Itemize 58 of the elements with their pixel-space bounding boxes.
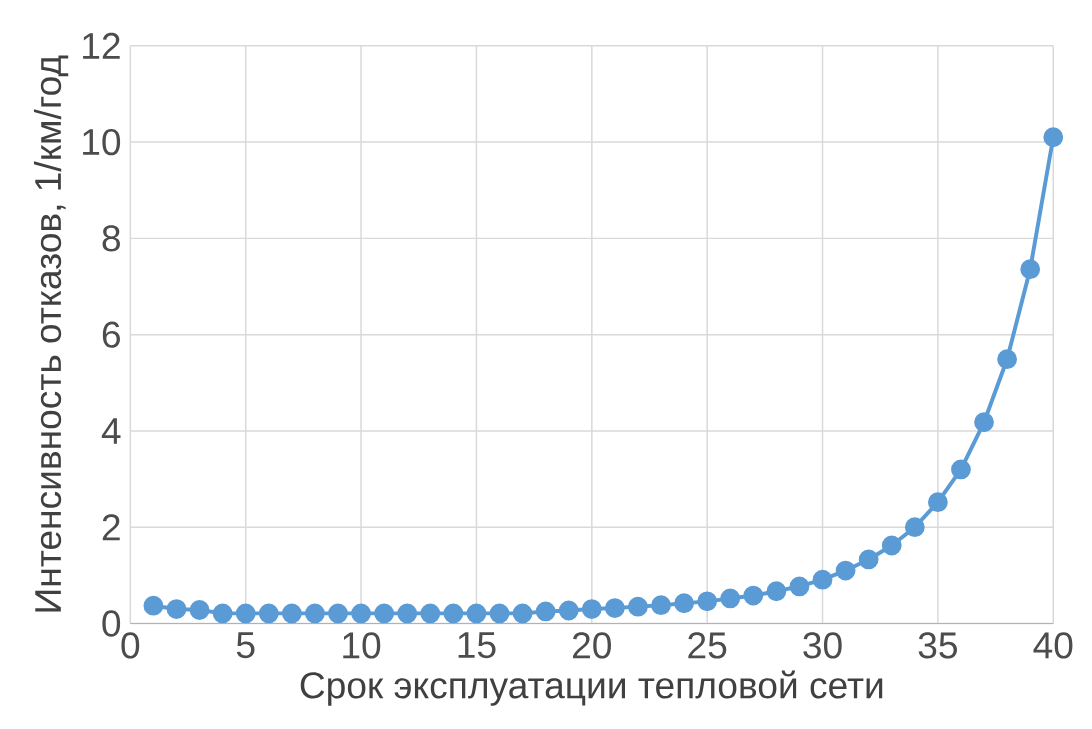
point	[720, 588, 741, 609]
point	[166, 599, 187, 619]
point	[212, 603, 233, 624]
point	[927, 492, 948, 513]
point	[997, 349, 1018, 370]
y-tick-label: 10	[83, 128, 121, 156]
point	[489, 603, 510, 624]
x-tick-label: 20	[573, 632, 611, 659]
point	[351, 603, 371, 624]
point	[766, 581, 787, 602]
point	[466, 603, 487, 624]
point	[881, 535, 902, 556]
y-tick-label: 6	[102, 321, 120, 348]
point	[1043, 127, 1064, 148]
y-tick-label: 4	[101, 418, 121, 444]
y-axis-title: Интенсивность отказов, 1/км/год	[33, 55, 69, 612]
point	[581, 599, 602, 619]
point	[974, 412, 994, 433]
y-tick-label: 8	[102, 225, 120, 252]
point	[674, 593, 694, 614]
x-tick-label: 35	[918, 632, 957, 659]
point	[328, 603, 348, 624]
point	[512, 603, 533, 624]
point	[374, 603, 395, 624]
x-tick-label: 30	[803, 632, 842, 659]
point	[743, 585, 764, 606]
point	[1020, 259, 1041, 279]
point	[258, 603, 279, 624]
point	[904, 517, 925, 538]
point	[397, 603, 418, 624]
point	[443, 603, 464, 624]
y-tick-label: 0	[102, 610, 121, 637]
point	[535, 601, 556, 622]
y-tick-label: 12	[83, 32, 120, 59]
point	[420, 603, 441, 624]
y-tick-label: 2	[102, 514, 120, 541]
point	[858, 549, 879, 570]
point	[281, 603, 302, 624]
point	[697, 591, 718, 612]
x-tick-label: 25	[688, 632, 727, 659]
x-tick-label: 15	[458, 632, 496, 659]
point	[604, 598, 625, 618]
point	[951, 459, 971, 480]
point	[789, 576, 810, 597]
point	[812, 569, 833, 590]
point	[835, 560, 856, 581]
point	[189, 600, 210, 620]
x-tick-label: 5	[236, 632, 255, 659]
point	[651, 595, 671, 616]
x-axis-title: Срок эксплуатации тепловой сети	[300, 670, 883, 706]
point	[143, 595, 164, 616]
point	[305, 603, 325, 624]
x-tick-label: 10	[343, 632, 381, 659]
x-tick-label: 40	[1033, 632, 1073, 659]
x-tick-label: 0	[121, 632, 140, 659]
point	[558, 600, 579, 621]
point	[235, 603, 256, 624]
point	[628, 596, 648, 617]
